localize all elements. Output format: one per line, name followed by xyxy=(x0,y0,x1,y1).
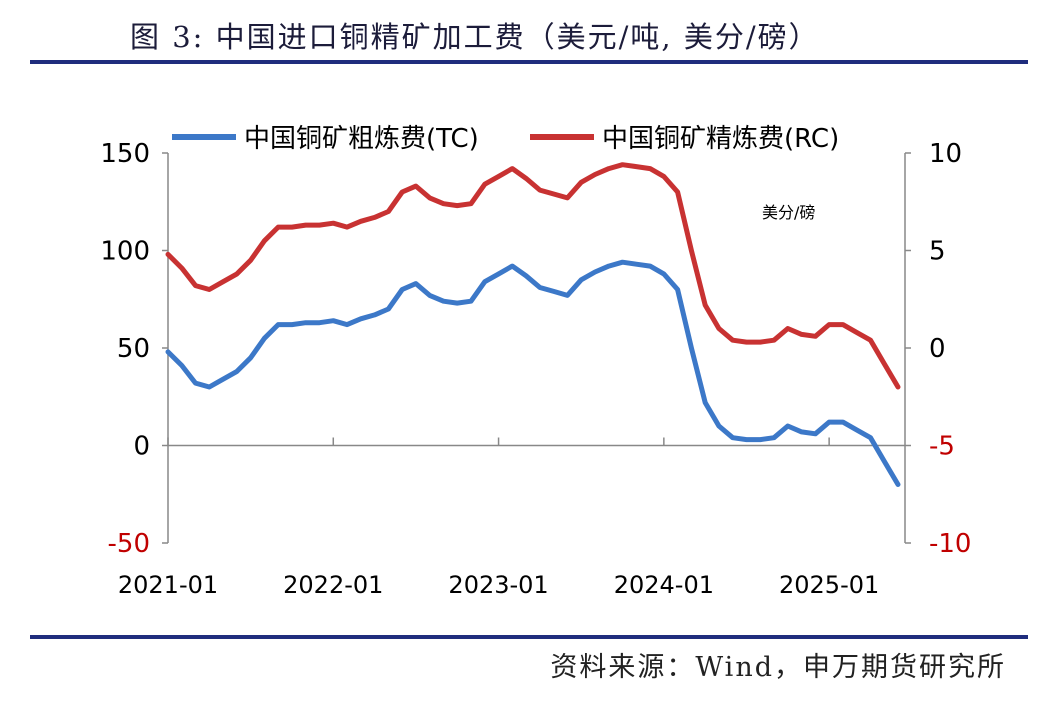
right-tick-label: 5 xyxy=(929,237,946,267)
left-tick-label: 150 xyxy=(100,139,150,169)
x-tick-label: 2022-01 xyxy=(283,571,383,599)
rc-series-line xyxy=(165,162,901,390)
right-tick-label: -5 xyxy=(929,432,955,462)
left-tick-label: 100 xyxy=(100,237,150,267)
tc-series-line xyxy=(165,259,901,487)
right-tick-label: -10 xyxy=(929,529,971,559)
left-tick-label: -50 xyxy=(108,529,150,559)
source-note: 资料来源：Wind，申万期货研究所 xyxy=(550,652,1006,683)
right-axis-unit: 美分/磅 xyxy=(762,203,815,222)
top-rule xyxy=(30,60,1028,64)
x-tick-label: 2024-01 xyxy=(614,571,714,599)
legend-label: 中国铜矿精炼费(RC) xyxy=(602,124,839,154)
figure-title: 图 3: 中国进口铜精矿加工费（美元/吨, 美分/磅） xyxy=(130,20,820,54)
x-tick-label: 2025-01 xyxy=(779,571,879,599)
left-tick-label: 0 xyxy=(133,432,150,462)
right-tick-label: 0 xyxy=(929,334,946,364)
series-lines xyxy=(165,162,901,487)
legend-label: 中国铜矿粗炼费(TC) xyxy=(244,124,479,154)
x-tick-label: 2023-01 xyxy=(448,571,548,599)
legend: 中国铜矿粗炼费(TC) 中国铜矿精炼费(RC) xyxy=(172,124,839,154)
x-tick-label: 2021-01 xyxy=(118,571,218,599)
left-tick-label: 50 xyxy=(117,334,150,364)
bottom-rule xyxy=(30,635,1028,639)
right-tick-label: 10 xyxy=(929,139,962,169)
